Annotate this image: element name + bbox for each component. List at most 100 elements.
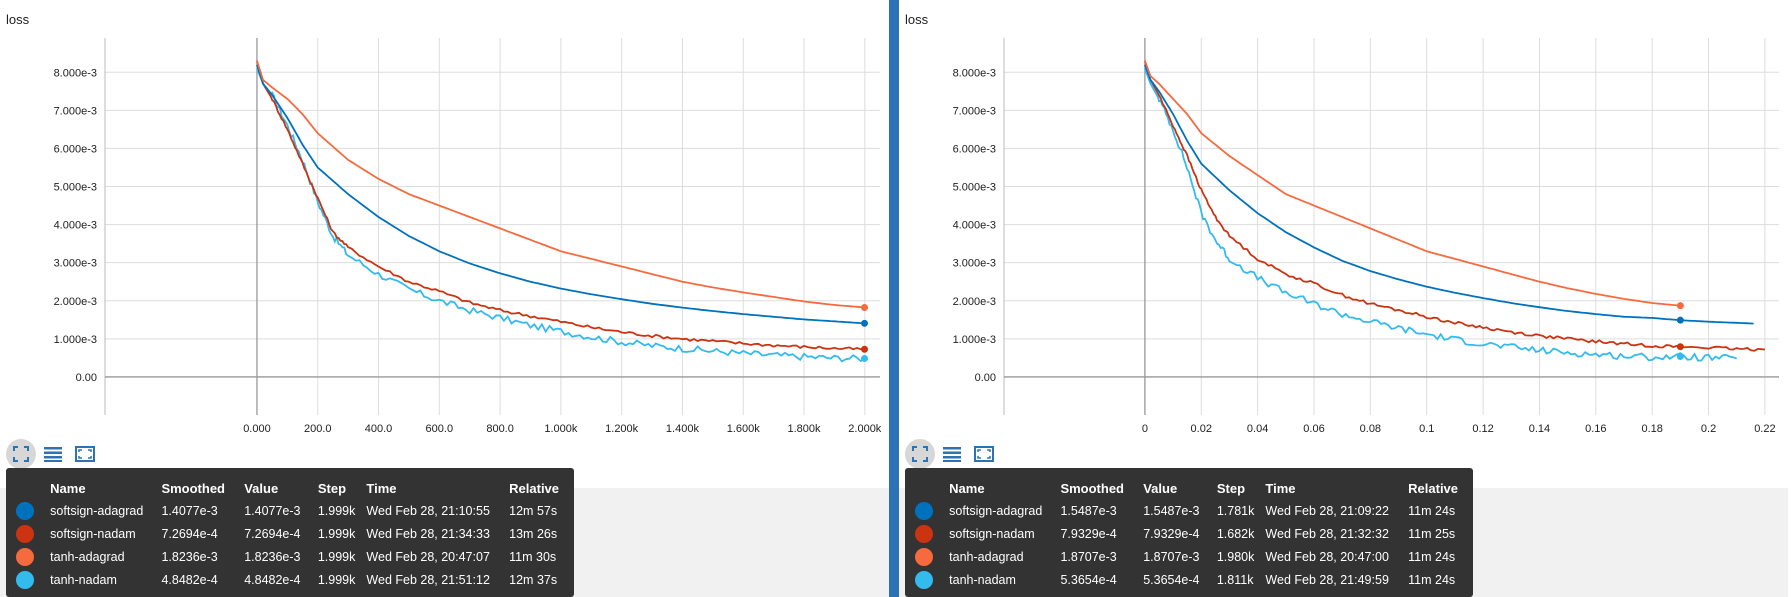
row-smoothed: 1.8707e-3 bbox=[1060, 549, 1117, 564]
chart-title: loss bbox=[6, 12, 30, 27]
y-tick-label: 1.000e-3 bbox=[54, 334, 97, 346]
row-value: 1.5487e-3 bbox=[1143, 503, 1200, 518]
y-tick-label: 8.000e-3 bbox=[54, 67, 97, 79]
y-tick-label: 7.000e-3 bbox=[953, 105, 996, 117]
row-relative: 11m 24s bbox=[1408, 549, 1456, 564]
row-time: Wed Feb 28, 21:51:12 bbox=[366, 572, 490, 587]
row-time: Wed Feb 28, 20:47:00 bbox=[1265, 549, 1389, 564]
header-step: Step bbox=[1216, 481, 1246, 496]
log-scale-button[interactable] bbox=[937, 439, 967, 469]
series-swatch bbox=[16, 522, 50, 545]
row-value: 7.9329e-4 bbox=[1143, 526, 1200, 541]
y-tick-label: 1.000e-3 bbox=[953, 334, 996, 346]
y-tick-label: 7.000e-3 bbox=[54, 105, 97, 117]
series-endpoint-tanh-nadam bbox=[1676, 352, 1684, 360]
x-tick-label: 0.14 bbox=[1529, 423, 1550, 435]
row-name: tanh-adagrad bbox=[949, 549, 1024, 564]
chart-toolbar bbox=[899, 436, 1019, 472]
x-tick-label: 0.12 bbox=[1472, 423, 1493, 435]
series-line-tanh-nadam bbox=[1144, 68, 1738, 362]
fit-domain-button[interactable] bbox=[6, 439, 36, 469]
series-endpoint-tanh-adagrad bbox=[861, 303, 868, 311]
y-tick-label: 5.000e-3 bbox=[54, 182, 97, 194]
y-tick-label: 0.00 bbox=[76, 372, 97, 384]
row-step: 1.682k bbox=[1216, 526, 1255, 541]
header-step: Step bbox=[317, 481, 347, 496]
fit-domain-icon bbox=[912, 446, 928, 462]
x-tick-label: 0.2 bbox=[1701, 423, 1716, 435]
row-name: tanh-nadam bbox=[50, 572, 117, 587]
tooltip-row: softsign-adagrad 1.5487e-3 1.5487e-3 1.7… bbox=[915, 499, 1473, 522]
x-tick-label: 200.0 bbox=[304, 423, 332, 435]
x-tick-label: 0.000 bbox=[243, 423, 271, 435]
chart-panel-right: loss 0.00 1.000e-3 2.000e-3 3.000e-3 4.000e-… bbox=[899, 0, 1788, 597]
row-value: 1.4077e-3 bbox=[244, 503, 301, 518]
row-time: Wed Feb 28, 21:10:55 bbox=[366, 503, 490, 518]
row-smoothed: 7.9329e-4 bbox=[1060, 526, 1117, 541]
expand-button[interactable] bbox=[70, 439, 100, 469]
x-tick-label: 0.18 bbox=[1641, 423, 1662, 435]
panel-divider bbox=[889, 0, 899, 597]
row-name: softsign-nadam bbox=[50, 526, 136, 541]
chart-toolbar bbox=[0, 436, 120, 472]
loss-chart[interactable]: 0.00 1.000e-3 2.000e-3 3.000e-3 4.000e-3 5.00… bbox=[0, 0, 889, 440]
y-tick-label: 4.000e-3 bbox=[953, 220, 996, 232]
tooltip-row: softsign-nadam 7.2694e-4 7.2694e-4 1.999… bbox=[16, 522, 574, 545]
y-tick-label: 4.000e-3 bbox=[54, 220, 97, 232]
tooltip-header-row: Name Smoothed Value Step Time Relative bbox=[16, 478, 574, 499]
y-tick-label: 0.00 bbox=[975, 372, 996, 384]
series-line-tanh-adagrad bbox=[1144, 60, 1681, 307]
log-scale-button[interactable] bbox=[38, 439, 68, 469]
series-line-softsign-adagrad bbox=[256, 64, 865, 325]
row-relative: 11m 24s bbox=[1408, 572, 1456, 587]
row-value: 5.3654e-4 bbox=[1143, 572, 1200, 587]
header-time: Time bbox=[366, 481, 397, 496]
data-tooltip: Name Smoothed Value Step Time Relative s… bbox=[6, 468, 574, 597]
header-dot bbox=[915, 478, 949, 499]
series-endpoint-softsign-nadam bbox=[861, 345, 868, 353]
row-time: Wed Feb 28, 21:49:59 bbox=[1265, 572, 1389, 587]
x-tick-label: 800.0 bbox=[486, 423, 514, 435]
expand-button[interactable] bbox=[969, 439, 999, 469]
y-tick-label: 2.000e-3 bbox=[953, 296, 996, 308]
row-step: 1.781k bbox=[1216, 503, 1255, 518]
y-tick-label: 8.000e-3 bbox=[953, 67, 996, 79]
row-time: Wed Feb 28, 21:09:22 bbox=[1265, 503, 1389, 518]
y-tick-label: 3.000e-3 bbox=[953, 258, 996, 270]
row-relative: 11m 30s bbox=[509, 549, 557, 564]
series-endpoint-tanh-nadam bbox=[861, 354, 868, 362]
row-step: 1.999k bbox=[317, 572, 356, 587]
x-tick-label: 0.08 bbox=[1360, 423, 1381, 435]
tooltip-table: Name Smoothed Value Step Time Relative s… bbox=[915, 478, 1473, 591]
loss-chart[interactable]: 0.00 1.000e-3 2.000e-3 3.000e-3 4.000e-3 5.00… bbox=[899, 0, 1788, 440]
series-swatch bbox=[16, 568, 50, 591]
row-step: 1.811k bbox=[1216, 572, 1254, 587]
series-swatch bbox=[16, 545, 50, 568]
header-time: Time bbox=[1265, 481, 1296, 496]
fit-domain-button[interactable] bbox=[905, 439, 935, 469]
row-value: 1.8707e-3 bbox=[1143, 549, 1200, 564]
x-tick-label: 2.000k bbox=[848, 423, 882, 435]
series-line-softsign-adagrad bbox=[1144, 64, 1754, 325]
header-value: Value bbox=[244, 481, 279, 496]
x-tick-label: 0.1 bbox=[1419, 423, 1434, 435]
row-step: 1.999k bbox=[317, 526, 356, 541]
x-tick-label: 0.04 bbox=[1247, 423, 1268, 435]
header-name: Name bbox=[50, 481, 86, 496]
row-smoothed: 5.3654e-4 bbox=[1060, 572, 1117, 587]
row-name: softsign-nadam bbox=[949, 526, 1035, 541]
expand-icon bbox=[75, 446, 95, 462]
series-swatch bbox=[915, 522, 949, 545]
series-endpoint-softsign-nadam bbox=[1676, 343, 1684, 351]
row-step: 1.980k bbox=[1216, 549, 1255, 564]
row-name: softsign-adagrad bbox=[50, 503, 144, 518]
x-tick-label: 400.0 bbox=[365, 423, 393, 435]
x-tick-label: 0 bbox=[1142, 423, 1148, 435]
row-value: 1.8236e-3 bbox=[244, 549, 301, 564]
series-line-softsign-nadam bbox=[1144, 60, 1765, 352]
series-line-softsign-nadam bbox=[256, 60, 865, 351]
y-tick-label: 6.000e-3 bbox=[54, 143, 97, 155]
tooltip-table: Name Smoothed Value Step Time Relative s… bbox=[16, 478, 574, 591]
tooltip-row: softsign-nadam 7.9329e-4 7.9329e-4 1.682… bbox=[915, 522, 1473, 545]
row-time: Wed Feb 28, 21:32:32 bbox=[1265, 526, 1389, 541]
